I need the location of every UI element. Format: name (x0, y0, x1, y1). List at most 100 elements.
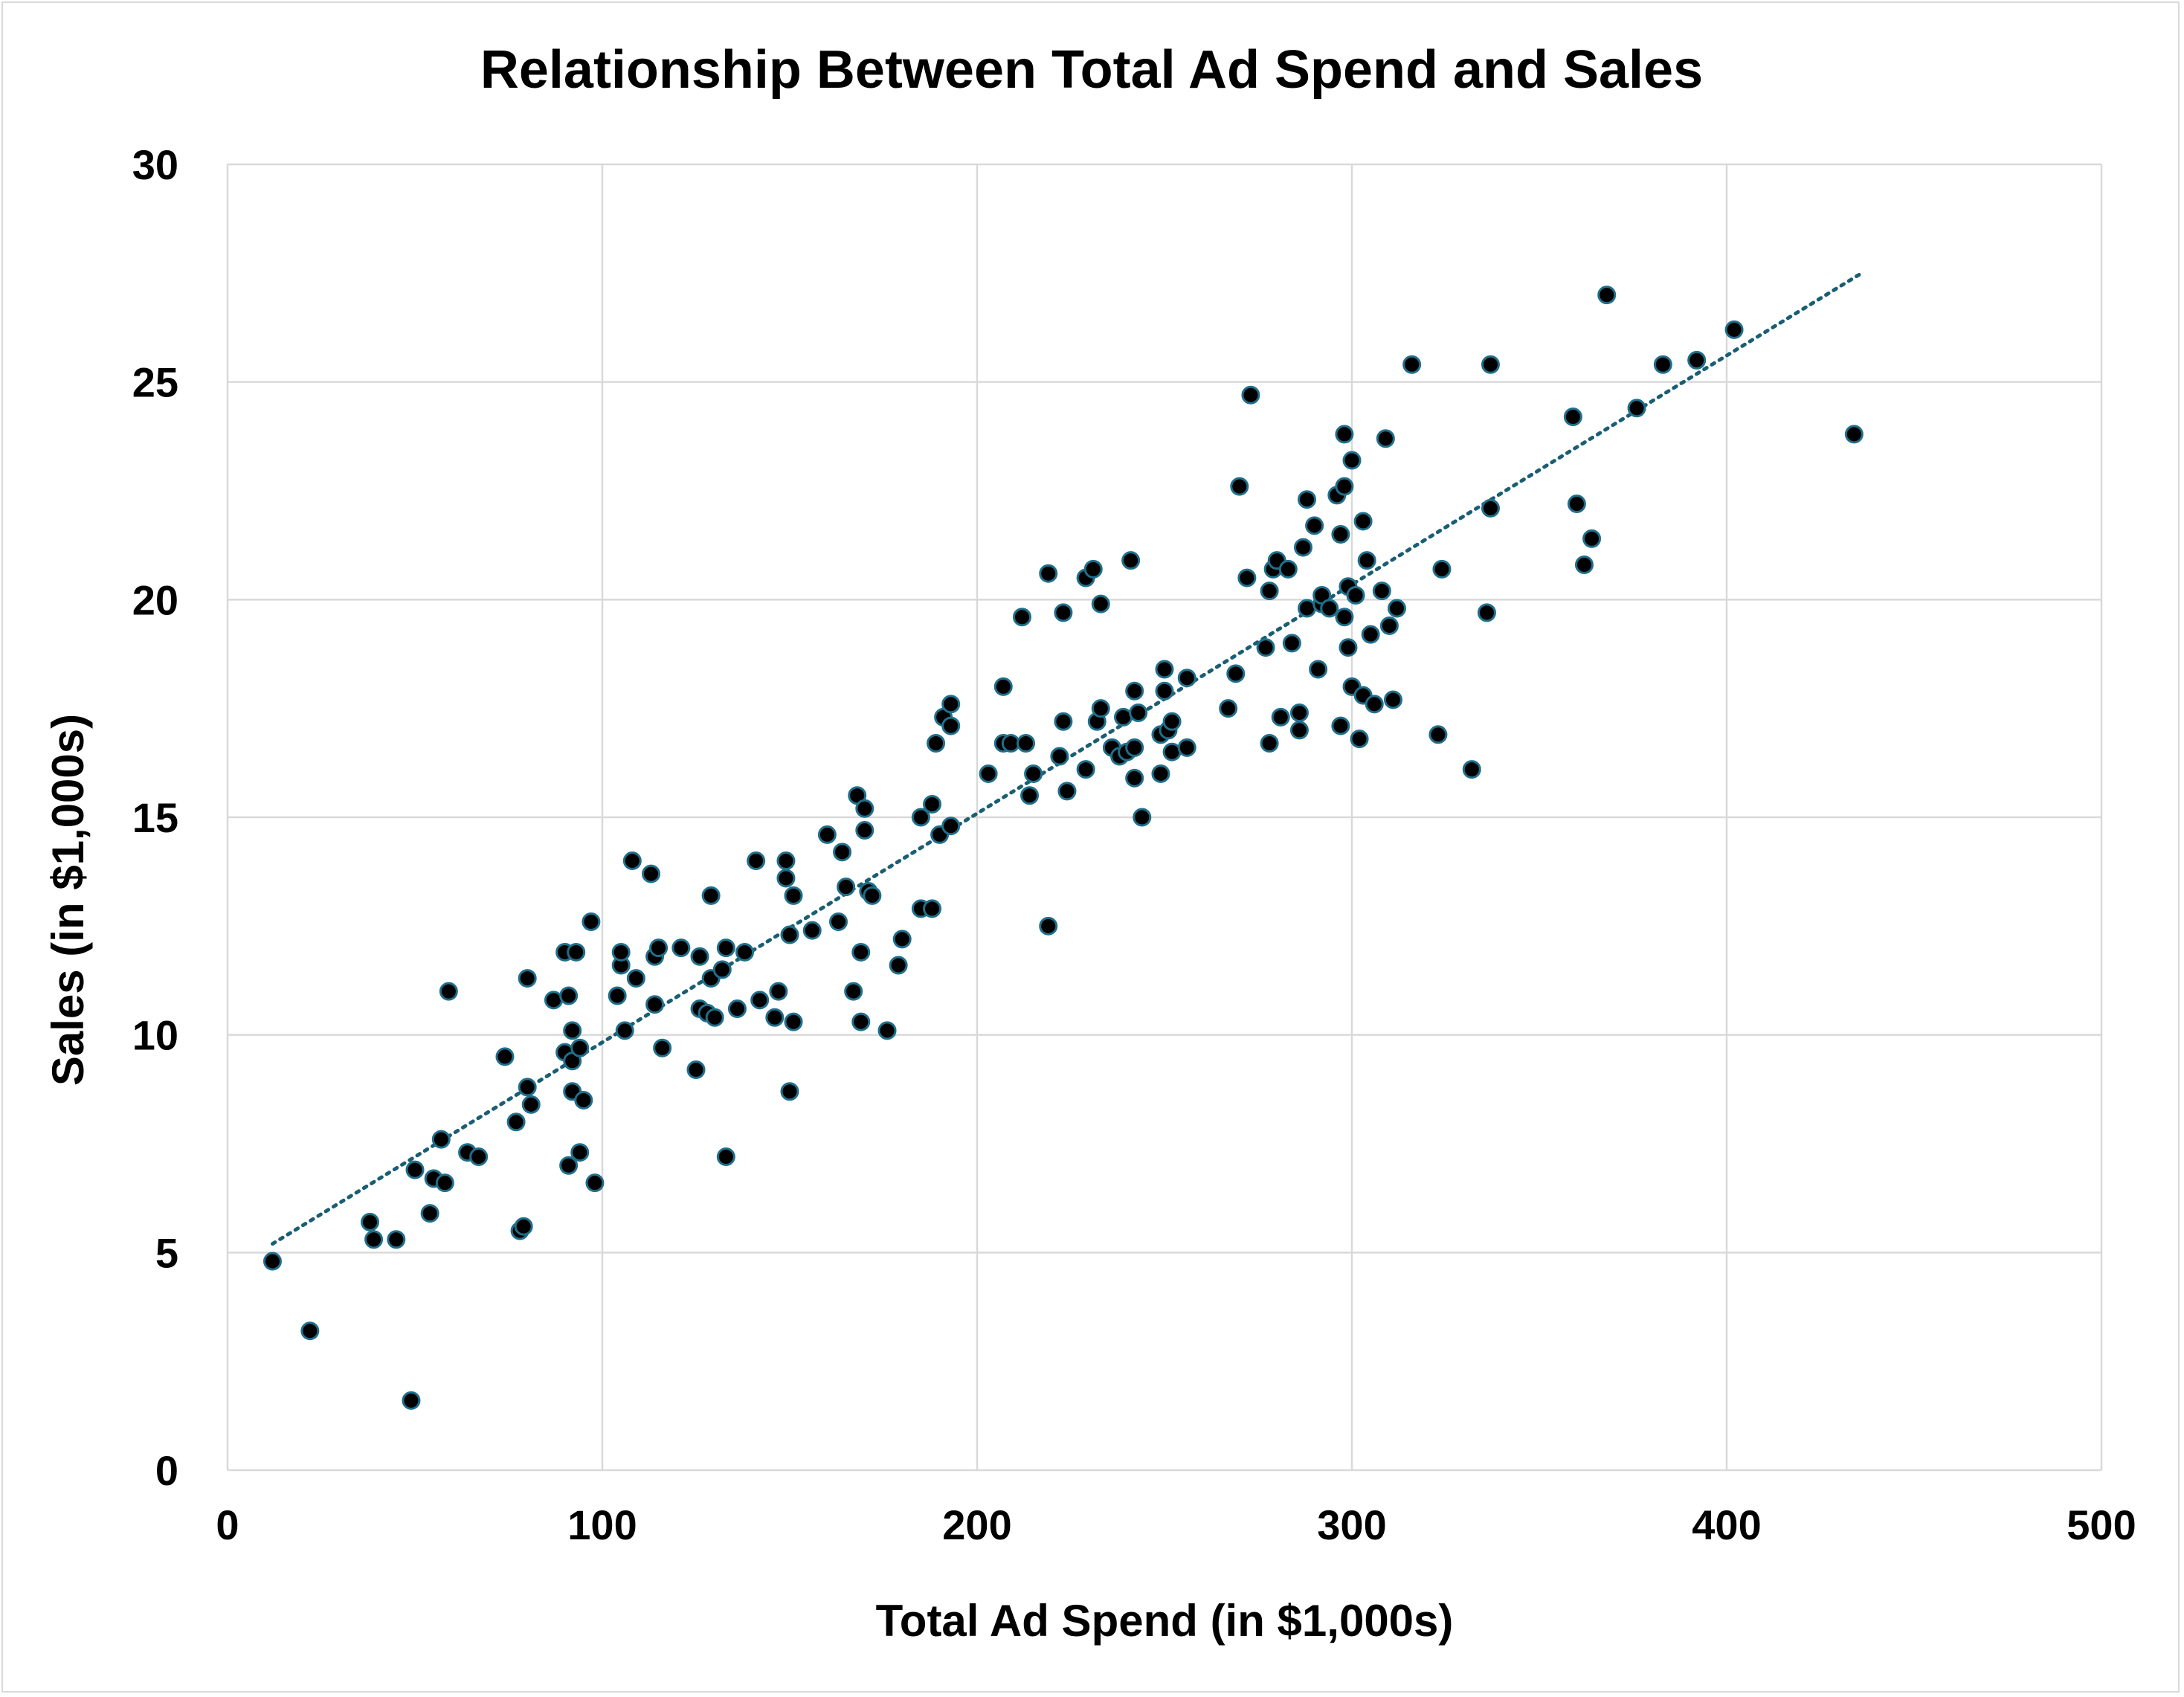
y-tick-label: 10 (132, 1012, 178, 1059)
data-point (1125, 681, 1144, 701)
data-point (1121, 551, 1141, 570)
data-point (439, 982, 458, 1001)
data-point (570, 1038, 590, 1057)
data-point (431, 1130, 451, 1149)
data-point (1278, 559, 1298, 579)
data-point (420, 1204, 439, 1223)
data-point (863, 886, 882, 905)
data-point (1076, 760, 1095, 779)
data-point (1050, 747, 1069, 766)
x-tick-label: 500 (2067, 1501, 2136, 1548)
data-point (1260, 582, 1279, 601)
data-point (435, 1173, 454, 1193)
data-point (780, 1082, 799, 1101)
data-point (927, 733, 946, 753)
data-point (1582, 529, 1602, 548)
data-point (750, 991, 770, 1010)
data-point (1477, 603, 1496, 622)
data-point (1017, 733, 1036, 753)
data-point (645, 995, 665, 1014)
data-point (1133, 808, 1152, 827)
data-point (300, 1321, 320, 1341)
x-axis-title: Total Ad Spend (in $1,000s) (876, 1596, 1454, 1646)
data-point (923, 794, 942, 814)
x-tick-label: 400 (1692, 1501, 1761, 1548)
data-point (1057, 782, 1077, 801)
data-point (402, 1391, 421, 1410)
data-point (506, 1112, 526, 1132)
data-point (855, 799, 874, 818)
data-point (611, 942, 631, 962)
data-point (405, 1160, 425, 1179)
data-point (649, 938, 669, 958)
data-point (622, 851, 642, 871)
data-point (1039, 916, 1058, 936)
data-point (1260, 733, 1279, 753)
data-point (1376, 429, 1395, 448)
data-point (1298, 490, 1317, 509)
data-point (582, 912, 601, 931)
data-point (1687, 350, 1707, 370)
data-point (776, 869, 796, 888)
data-point (877, 1021, 897, 1040)
x-tick-label: 300 (1317, 1501, 1386, 1548)
data-point (1039, 564, 1058, 583)
y-tick-label: 5 (155, 1229, 178, 1276)
data-point (642, 864, 661, 883)
data-point (1177, 669, 1196, 688)
data-point (608, 986, 627, 1005)
data-point (1342, 451, 1362, 470)
data-point (1125, 768, 1144, 788)
data-point (776, 851, 796, 871)
data-point (495, 1047, 515, 1066)
data-point (544, 991, 563, 1010)
data-point (1162, 742, 1182, 761)
data-point (1335, 425, 1354, 444)
data-point (1129, 703, 1148, 723)
data-point (1432, 559, 1452, 579)
data-point (1567, 495, 1586, 514)
data-point (671, 938, 691, 958)
data-point (1402, 355, 1422, 374)
data-point (747, 851, 766, 871)
data-point (705, 1008, 724, 1027)
data-point (1724, 320, 1744, 339)
data-point (735, 942, 755, 962)
data-point (653, 1038, 672, 1057)
gridlines (226, 163, 2103, 1472)
data-point (855, 821, 874, 840)
data-point (1320, 599, 1339, 618)
y-tick-label: 30 (132, 141, 178, 188)
data-point (1331, 525, 1350, 544)
data-point (1339, 638, 1358, 657)
data-point (514, 1217, 533, 1236)
y-tick-label: 15 (132, 794, 178, 841)
data-point (780, 925, 799, 944)
data-point (837, 878, 856, 897)
data-point (387, 1230, 406, 1249)
y-tick-label: 25 (132, 359, 178, 406)
data-point (802, 921, 822, 940)
data-point (1309, 660, 1328, 679)
y-tick-label: 0 (155, 1447, 178, 1494)
data-point (1428, 725, 1448, 744)
data-point (1353, 512, 1373, 531)
data-point (1155, 681, 1174, 701)
data-point (1114, 707, 1133, 727)
data-point (361, 1212, 380, 1231)
data-point (574, 1090, 593, 1110)
data-point (1091, 594, 1110, 614)
data-point (1331, 716, 1350, 735)
data-point (1574, 556, 1594, 575)
data-point (1372, 582, 1391, 601)
data-point (1219, 699, 1238, 718)
data-point (364, 1230, 384, 1249)
data-point (765, 1008, 785, 1027)
data-point (784, 1012, 803, 1031)
data-point (570, 1143, 590, 1162)
data-point (1054, 712, 1073, 731)
data-point (567, 942, 586, 962)
